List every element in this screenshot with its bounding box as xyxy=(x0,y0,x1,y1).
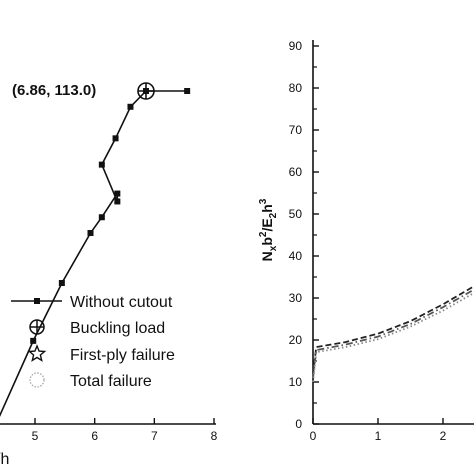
legend-square-icon xyxy=(34,298,40,304)
buckling-marker xyxy=(137,82,155,100)
right-series-line-dash-dot xyxy=(312,288,474,378)
right-y-tick-label: 0 xyxy=(295,417,302,431)
right-y-tick-label: 90 xyxy=(289,39,303,53)
right-series-line-dot xyxy=(312,291,474,383)
data-point xyxy=(114,190,121,197)
right-y-tick-label: 70 xyxy=(289,123,303,137)
right-y-tick-label: 30 xyxy=(289,291,303,305)
legend-entry-total-failure: Total failure xyxy=(29,372,152,390)
data-point xyxy=(184,88,191,94)
legend-label-buckling-load: Buckling load xyxy=(70,320,165,337)
legend-label-total-failure: Total failure xyxy=(70,373,152,390)
right-x-tick-label: 1 xyxy=(375,429,382,443)
legend-entry-first-ply-failure: First-ply failure xyxy=(27,344,175,364)
data-point xyxy=(112,135,119,142)
data-point xyxy=(98,161,105,168)
right-y-tick-label: 60 xyxy=(289,165,303,179)
right-y-tick-label: 10 xyxy=(289,375,303,389)
legend-label-first-ply-failure: First-ply failure xyxy=(70,347,175,364)
right-y-tick-label: 40 xyxy=(289,249,303,263)
series-line-without-cutout xyxy=(0,90,188,417)
left-x-tick-label: 8 xyxy=(211,429,218,443)
right-panel: 0 10 20 30 40 50 60 70 80 90 0 1 2 Nxb2/E2h3 xyxy=(258,39,474,443)
dotted-circle-icon xyxy=(29,372,45,388)
legend-entry-without-cutout: Without cutout xyxy=(11,294,173,311)
right-x-tick-label: 2 xyxy=(440,429,447,443)
left-x-axis-label: /h xyxy=(0,451,9,468)
data-point xyxy=(30,337,37,344)
data-point xyxy=(87,230,94,237)
data-point xyxy=(98,214,105,221)
left-x-tick-label: 5 xyxy=(32,429,39,443)
legend-entry-buckling-load: Buckling load xyxy=(29,319,165,337)
right-y-axis-label: Nxb2/E2h3 xyxy=(258,198,279,261)
right-x-tick-label: 0 xyxy=(310,429,317,443)
left-x-tick-label: 7 xyxy=(151,429,158,443)
data-point xyxy=(58,279,65,286)
circle-cross-icon xyxy=(29,319,45,335)
left-panel: 5 6 7 8 (6.86, 113.0) /h Without cutout Buc… xyxy=(0,82,218,468)
buckling-annotation: (6.86, 113.0) xyxy=(12,82,96,99)
left-x-tick-label: 6 xyxy=(91,429,98,443)
legend: Without cutout Buckling load First-ply f… xyxy=(11,294,175,390)
right-y-tick-label: 20 xyxy=(289,333,303,347)
data-point xyxy=(114,198,121,205)
star-icon xyxy=(27,344,47,362)
right-series-line-dash xyxy=(312,285,474,374)
legend-label-without-cutout: Without cutout xyxy=(70,294,173,311)
data-point xyxy=(127,103,134,110)
right-y-tick-label: 50 xyxy=(289,207,303,221)
right-y-tick-label: 80 xyxy=(289,81,303,95)
